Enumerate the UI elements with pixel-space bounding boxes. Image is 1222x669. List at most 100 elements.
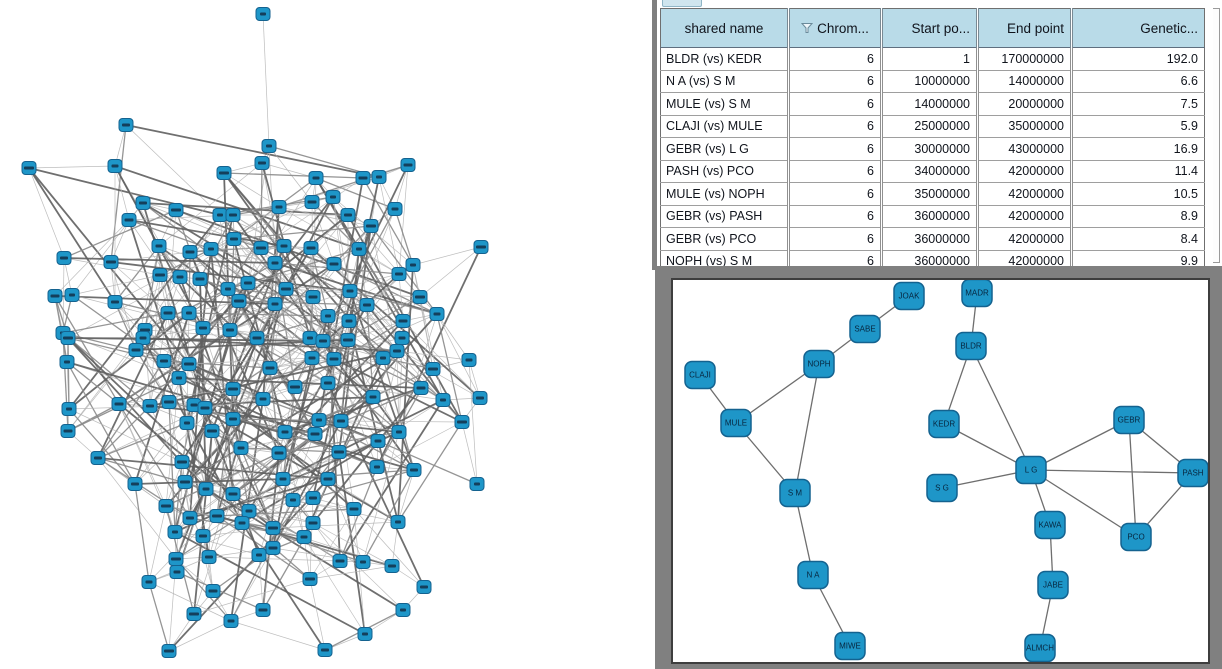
network-node[interactable] [271,200,287,214]
network-node[interactable] [171,371,187,385]
network-node[interactable] [303,241,319,255]
subnetwork-edge-bldr-l-g[interactable] [970,345,1032,471]
table-cell[interactable]: 43000000 [976,137,1072,160]
network-node[interactable] [357,627,373,641]
table-cell[interactable]: 30000000 [880,137,978,160]
table-row[interactable]: BLDR (vs) KEDR 6 1 170000000 192.0 [660,47,1205,70]
table-cell[interactable]: 42000000 [976,182,1072,205]
network-node[interactable] [47,289,63,303]
table-cell[interactable]: MULE (vs) NOPH [660,182,789,205]
network-node[interactable] [416,580,432,594]
network-node[interactable] [225,382,241,396]
network-node[interactable] [255,392,271,406]
network-node[interactable] [212,208,228,222]
network-node[interactable] [64,288,80,302]
filter-funnel-icon[interactable] [801,22,814,34]
table-cell[interactable]: 10.5 [1070,182,1205,205]
network-node-pco[interactable]: PCO [1120,522,1152,552]
network-node[interactable] [261,139,277,153]
network-node[interactable] [275,472,291,486]
network-node[interactable] [197,401,213,415]
network-node[interactable] [413,381,429,395]
network-node[interactable] [142,399,158,413]
table-cell[interactable]: BLDR (vs) KEDR [660,47,789,70]
network-node[interactable] [192,272,208,286]
network-node-gebr[interactable]: GEBR [1113,405,1145,435]
network-node[interactable] [412,290,428,304]
network-node[interactable] [365,390,381,404]
network-node[interactable] [320,309,336,323]
network-node[interactable] [251,548,267,562]
network-node[interactable] [359,298,375,312]
network-node[interactable] [60,424,76,438]
network-node-kedr[interactable]: KEDR [928,409,960,439]
network-node[interactable] [135,331,151,345]
table-cell[interactable]: 35000000 [880,182,978,205]
network-node-joak[interactable]: JOAK [893,281,925,311]
table-cell[interactable]: 170000000 [976,47,1072,70]
network-node[interactable] [375,351,391,365]
table-cell[interactable]: 6 [787,159,882,183]
subnetwork-edge-l-g-pash[interactable] [1030,469,1194,474]
network-node-bldr[interactable]: BLDR [955,331,987,361]
network-node[interactable] [107,159,123,173]
network-node-s-m[interactable]: S M [779,478,811,508]
table-row[interactable]: GEBR (vs) PCO 6 36000000 42000000 8.4 [660,227,1205,250]
network-node[interactable] [186,607,202,621]
network-node[interactable] [472,391,488,405]
network-node[interactable] [370,434,386,448]
network-node[interactable] [255,7,271,21]
network-node[interactable] [473,240,489,254]
subnetwork-edge-l-g-pco[interactable] [1030,469,1137,538]
network-node[interactable] [320,376,336,390]
table-cell[interactable]: MULE (vs) S M [660,92,789,115]
network-node[interactable] [226,232,242,246]
network-node-sabe[interactable]: SABE [849,314,881,344]
table-tab-fragment[interactable] [662,0,702,7]
network-node[interactable] [304,195,320,209]
subnetwork-canvas[interactable]: JOAK SABE NOPH CLAJI MULE S M N A MIWE MADR BLDR K… [671,278,1210,664]
network-node[interactable] [255,603,271,617]
network-node[interactable] [160,306,176,320]
network-node-noph[interactable]: NOPH [803,349,835,379]
table-cell[interactable]: 6 [787,92,882,115]
network-node[interactable] [241,504,257,518]
network-node[interactable] [231,294,247,308]
subnetwork-edge-noph-s-m[interactable] [794,363,820,494]
table-cell[interactable]: 35000000 [976,114,1072,138]
table-cell[interactable]: 8.9 [1070,204,1205,228]
table-row[interactable]: GEBR (vs) L G 6 30000000 43000000 16.9 [660,137,1205,160]
network-node[interactable] [225,487,241,501]
network-node[interactable] [141,575,157,589]
table-cell[interactable]: GEBR (vs) PCO [660,227,789,250]
column-header-chrom[interactable]: Chrom... [787,8,882,48]
table-cell[interactable]: 20000000 [976,92,1072,115]
network-node[interactable] [128,343,144,357]
network-node-miwe[interactable]: MIWE [834,631,866,661]
network-node[interactable] [405,258,421,272]
network-node[interactable] [265,541,281,555]
table-cell[interactable]: PASH (vs) PCO [660,159,789,183]
network-node[interactable] [461,353,477,367]
network-node[interactable] [181,306,197,320]
table-cell[interactable]: GEBR (vs) L G [660,137,789,160]
network-node[interactable] [222,323,238,337]
network-node[interactable] [340,333,356,347]
network-node-kawa[interactable]: KAWA [1034,510,1066,540]
network-node[interactable] [326,352,342,366]
subnetwork-edge-l-g-gebr[interactable] [1030,419,1130,471]
network-node[interactable] [304,351,320,365]
table-cell[interactable]: 7.5 [1070,92,1205,115]
network-node[interactable] [333,414,349,428]
table-cell[interactable]: 16.9 [1070,137,1205,160]
network-node[interactable] [277,425,293,439]
network-node[interactable] [406,463,422,477]
network-node[interactable] [249,331,265,345]
network-node[interactable] [305,290,321,304]
network-node[interactable] [296,530,312,544]
network-node[interactable] [278,282,294,296]
network-node[interactable] [394,331,410,345]
network-node[interactable] [265,521,281,535]
network-node[interactable] [209,509,225,523]
network-node[interactable] [355,555,371,569]
